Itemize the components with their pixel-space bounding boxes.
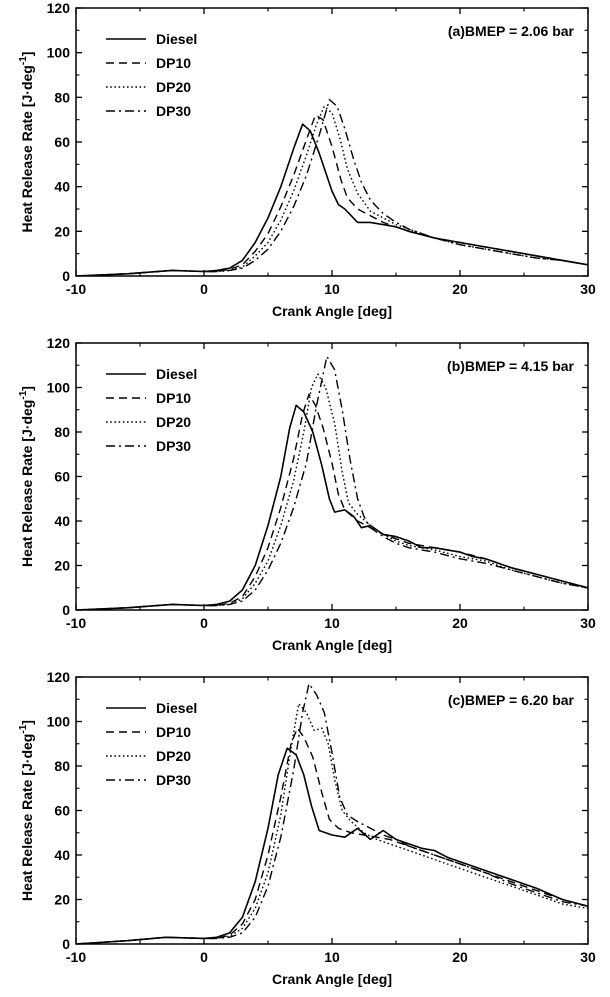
x-tick-label: 20 (452, 949, 468, 965)
legend-label-diesel: Diesel (156, 366, 197, 382)
y-tick-label: 120 (47, 0, 71, 16)
y-axis-title-main: Heat Release Rate [J·deg (19, 65, 35, 232)
y-axis-title-close: ] (19, 720, 35, 725)
series-line-dp30 (76, 98, 588, 276)
legend-label-dp30: DP30 (156, 438, 191, 454)
series-line-dp30 (76, 355, 588, 610)
legend: Diesel DP10 DP20 DP30 (106, 700, 197, 788)
plot-frame (75, 7, 589, 277)
y-tick-label: 100 (47, 45, 71, 61)
y-tick-label: 20 (54, 223, 70, 239)
series-line-dp20 (76, 703, 588, 944)
y-tick-label: 60 (54, 803, 70, 819)
x-axis-title: Crank Angle [deg] (272, 971, 392, 987)
y-axis-title-sup: -1 (18, 390, 29, 399)
y-tick-label: 60 (54, 469, 70, 485)
y-tick-label: 120 (47, 335, 71, 351)
y-axis-title-sup: -1 (18, 56, 29, 65)
series-line-diesel (76, 747, 588, 944)
y-tick-label: 40 (54, 847, 70, 863)
x-tick-label: 10 (324, 615, 340, 631)
y-axis-title: Heat Release Rate [J·deg-1] (18, 386, 35, 567)
legend-label-diesel: Diesel (156, 700, 197, 716)
series-line-diesel (76, 123, 588, 276)
plot-frame (75, 342, 589, 611)
x-tick-label: 20 (452, 615, 468, 631)
legend-label-dp10: DP10 (156, 390, 191, 406)
y-tick-label: 20 (54, 892, 70, 908)
x-tick-label: 20 (452, 281, 468, 297)
y-tick-label: 0 (62, 268, 70, 284)
panel-annotation: (b)BMEP = 4.15 bar (447, 358, 575, 374)
y-tick-label: 120 (47, 669, 71, 685)
series-line-dp10 (76, 727, 588, 944)
y-tick-label: 80 (54, 424, 70, 440)
x-tick-label: -10 (66, 949, 86, 965)
x-tick-label: 0 (200, 281, 208, 297)
legend-label-dp20: DP20 (156, 748, 191, 764)
x-tick-label: 30 (580, 281, 596, 297)
x-tick-label: 30 (580, 949, 596, 965)
x-tick-label: -10 (66, 615, 86, 631)
series-line-dp10 (76, 393, 588, 610)
legend: Diesel DP10 DP20 DP30 (106, 31, 197, 119)
plot-frame (75, 676, 589, 945)
panel-annotation: (c)BMEP = 6.20 bar (448, 692, 575, 708)
y-tick-label: 80 (54, 89, 70, 105)
y-axis-title-close: ] (19, 52, 35, 57)
legend-label-diesel: Diesel (156, 31, 197, 47)
y-axis-title: Heat Release Rate [J·deg-1] (18, 720, 35, 901)
y-tick-label: 40 (54, 513, 70, 529)
legend-label-dp20: DP20 (156, 414, 191, 430)
y-axis-title-main: Heat Release Rate [J·deg (19, 734, 35, 901)
y-tick-label: 20 (54, 558, 70, 574)
x-tick-label: 10 (324, 949, 340, 965)
legend-label-dp10: DP10 (156, 724, 191, 740)
x-tick-label: 0 (200, 949, 208, 965)
y-axis-title-main: Heat Release Rate [J·deg (19, 400, 35, 567)
legend: Diesel DP10 DP20 DP30 (106, 366, 197, 454)
series-line-dp30 (76, 683, 588, 944)
legend-label-dp10: DP10 (156, 55, 191, 71)
y-tick-label: 0 (62, 602, 70, 618)
y-tick-label: 100 (47, 380, 71, 396)
legend-label-dp30: DP30 (156, 772, 191, 788)
x-tick-label: -10 (66, 281, 86, 297)
x-axis-title: Crank Angle [deg] (272, 303, 392, 319)
y-axis-title-close: ] (19, 386, 35, 391)
x-tick-label: 30 (580, 615, 596, 631)
y-axis-title: Heat Release Rate [J·deg-1] (18, 52, 35, 233)
y-tick-label: 60 (54, 134, 70, 150)
y-tick-label: 40 (54, 179, 70, 195)
legend-label-dp30: DP30 (156, 103, 191, 119)
y-tick-label: 100 (47, 714, 71, 730)
x-tick-label: 10 (324, 281, 340, 297)
series-line-diesel (76, 404, 588, 610)
panel-annotation: (a)BMEP = 2.06 bar (448, 23, 575, 39)
series-line-dp10 (76, 114, 588, 276)
y-axis-title-sup: -1 (18, 724, 29, 733)
x-axis-title: Crank Angle [deg] (272, 637, 392, 653)
legend-label-dp20: DP20 (156, 79, 191, 95)
y-tick-label: 0 (62, 936, 70, 952)
series-line-dp20 (76, 373, 588, 610)
y-tick-label: 80 (54, 758, 70, 774)
x-tick-label: 0 (200, 615, 208, 631)
